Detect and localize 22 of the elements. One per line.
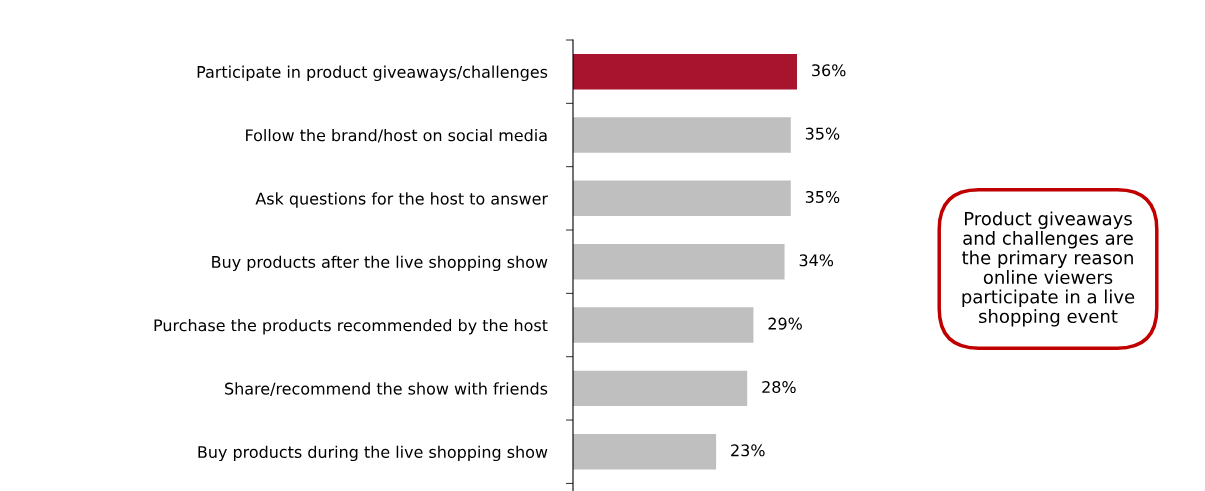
data-label: 35% <box>805 190 840 203</box>
text: Product giveaways and challenges are the primary reason online viewers participate in a live shopping event <box>962 211 1135 327</box>
y-tick-label: Share/recommend the show with friends <box>225 382 548 396</box>
data-label: 36% <box>812 64 846 77</box>
bar <box>573 433 717 470</box>
data-label: 35% <box>805 127 840 140</box>
bar <box>573 370 748 407</box>
data-label: 28% <box>762 380 796 394</box>
bar <box>573 53 797 90</box>
bar <box>573 180 791 217</box>
y-tick-label: Ask questions for the host to answer <box>255 192 549 208</box>
data-label: 23% <box>731 444 765 457</box>
y-tick-label: Follow the brand/host on social media <box>246 128 547 143</box>
y-tick-label: Participate in product giveaways/challenges <box>197 65 548 82</box>
bar <box>573 307 754 343</box>
data-label: 34% <box>799 254 834 267</box>
y-tick-label: Buy products after the live shopping show <box>212 255 548 272</box>
bar <box>573 117 791 153</box>
y-tick-label: Purchase the products recommended by the host <box>154 318 548 335</box>
data-label: 29% <box>768 317 802 330</box>
y-tick-label: Buy products during the live shopping show <box>198 445 548 462</box>
bar <box>573 243 785 280</box>
